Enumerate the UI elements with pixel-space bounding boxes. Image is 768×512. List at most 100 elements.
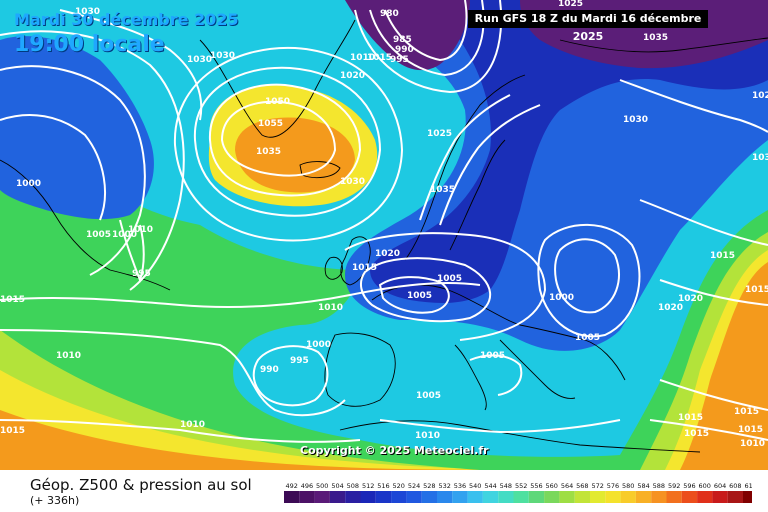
scale-label: 524 — [408, 482, 420, 490]
scale-label: 544 — [484, 482, 496, 490]
isobar-scandinavia-1 — [419, 94, 511, 221]
scale-swatch — [375, 491, 392, 503]
isobar-label: 1005 — [407, 291, 432, 301]
isobar-low-north-3 — [354, 0, 503, 94]
isobar-scandinavia-2 — [439, 104, 541, 226]
isobar-label: 1015 — [684, 429, 709, 439]
scale-label: 592 — [668, 482, 680, 490]
isobar-label: 1035 — [256, 147, 281, 157]
isobar-med — [469, 354, 523, 396]
scale-labels: 492 496 500 504 508 512 516 520 524 528 532 536 540 5… — [285, 482, 752, 490]
scale-label: 580 — [622, 482, 634, 490]
isobar-label: 1015 — [738, 425, 763, 435]
coast-iceland — [299, 161, 341, 179]
isobar-label: 1015 — [734, 407, 759, 417]
isobar-west-trough — [119, 219, 145, 283]
isobar-west-3 — [0, 30, 185, 291]
scale-label: 520 — [393, 482, 405, 490]
isobar-label: 1020 — [375, 249, 400, 259]
fill-blue-west — [0, 36, 154, 220]
isobar-label: 1025 — [427, 129, 452, 139]
coast-balkans — [499, 339, 576, 399]
map-canvas: 980 985 990 995 1015 1010 1020 1030 1030… — [0, 0, 768, 470]
fill-navy — [370, 0, 768, 303]
isobar-south-east — [659, 379, 768, 411]
isobar-label: 1005 — [575, 333, 600, 343]
isobar-label: 1035 — [430, 185, 455, 195]
weather-map: 980 985 990 995 1015 1010 1020 1030 1030… — [0, 0, 768, 470]
scale-swatch — [712, 491, 728, 503]
scale-label: 568 — [576, 482, 588, 490]
isobar-label: 1015 — [710, 251, 735, 261]
scale-swatch — [574, 491, 590, 503]
fill-purple — [345, 0, 470, 71]
isobar-europe-low-1 — [378, 276, 450, 314]
isobar-label: 1010 — [415, 431, 440, 441]
scale-label: 576 — [607, 482, 619, 490]
isobar-high-2 — [208, 83, 362, 197]
scale-label: 604 — [714, 482, 726, 490]
isobar-east-2 — [537, 223, 641, 338]
isobar-label: 995 — [390, 55, 409, 65]
isobar-label: 1005 — [480, 351, 505, 361]
scale-swatch — [421, 491, 437, 503]
isobar-high-1 — [220, 100, 337, 177]
isobar-label: 990 — [395, 45, 414, 55]
isobar-label: 1000 — [549, 293, 574, 303]
scale-swatch — [299, 491, 315, 503]
coast-sweden — [449, 139, 506, 251]
isobar-label: 1010 — [740, 439, 765, 449]
coast-russia — [559, 37, 768, 53]
scale-swatch — [329, 491, 346, 503]
isobar-label: 1015 — [745, 285, 768, 295]
scale-swatch — [360, 491, 376, 503]
scale-swatch — [666, 491, 682, 503]
isobar-low-north-2 — [369, 0, 485, 77]
isobar-label: 1030 — [623, 115, 648, 125]
forecast-date: Mardi 30 décembre 2025 — [14, 10, 239, 29]
isobar-label: 1015 — [0, 426, 25, 436]
scale-swatch — [681, 491, 698, 503]
isobar-low-north-1 — [384, 0, 468, 62]
isobar-label: 1020 — [340, 71, 365, 81]
scale-swatch — [651, 491, 667, 503]
scale-label: 588 — [653, 482, 665, 490]
isobar-west-1 — [0, 114, 106, 221]
scale-label: 584 — [637, 482, 649, 490]
scale-label: 552 — [515, 482, 527, 490]
isobar-south-1 — [0, 419, 361, 443]
isobar-europe-low-2 — [359, 257, 491, 323]
map-title: Géop. Z500 & pression au sol — [30, 476, 252, 494]
isobar-label: 1015 — [0, 295, 25, 305]
scale-label: 548 — [500, 482, 512, 490]
isobar-label: 1015 — [678, 413, 703, 423]
coast-ireland — [324, 256, 343, 280]
isobar-label: 1025 — [752, 91, 768, 101]
scale-label: 540 — [469, 482, 481, 490]
isobar-label: 1010 — [318, 303, 343, 313]
scale-swatches — [284, 491, 752, 503]
scale-swatch — [590, 491, 606, 503]
scale-swatch — [467, 491, 483, 503]
isobar-label: 985 — [393, 35, 412, 45]
scale-label: 556 — [530, 482, 542, 490]
isobar-south-2 — [379, 419, 621, 434]
scale-swatch — [727, 491, 743, 503]
isobar-label: 980 — [380, 9, 399, 19]
geopotential-color-scale: 492 496 500 504 508 512 516 520 524 528 532 536 540 5… — [284, 482, 752, 503]
scale-label: 500 — [316, 482, 328, 490]
isobar-iberia-low — [252, 345, 329, 407]
scale-swatch — [605, 491, 621, 503]
coast-italy — [454, 344, 487, 411]
scale-label: 532 — [438, 482, 450, 490]
isobar-label: 1025 — [558, 0, 583, 9]
scale-label: 528 — [423, 482, 435, 490]
isobar-labels: 980 985 990 995 1015 1010 1020 1030 1030… — [0, 0, 768, 449]
scale-label: 600 — [699, 482, 711, 490]
scale-swatch — [528, 491, 545, 503]
isobar-north-atlantic — [59, 9, 203, 121]
scale-swatch — [391, 491, 407, 503]
scale-label: 508 — [347, 482, 359, 490]
scale-swatch — [620, 491, 636, 503]
scale-swatch — [452, 491, 468, 503]
